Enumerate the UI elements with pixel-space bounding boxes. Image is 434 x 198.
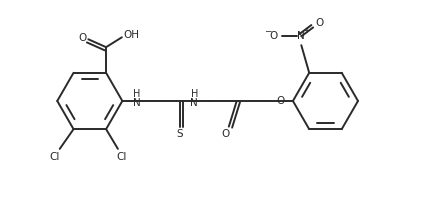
Text: N: N [297,31,305,41]
Text: O: O [78,33,86,43]
Text: O: O [270,31,278,41]
Text: H: H [191,89,198,99]
Text: Cl: Cl [117,152,127,162]
Text: Cl: Cl [49,152,60,162]
Text: OH: OH [124,30,140,40]
Text: +: + [303,26,309,35]
Text: O: O [222,129,230,140]
Text: O: O [315,18,323,29]
Text: S: S [176,129,183,140]
Text: N: N [191,98,198,108]
Text: N: N [133,98,141,108]
Text: H: H [133,89,141,99]
Text: O: O [276,96,284,106]
Text: −: − [264,26,272,35]
